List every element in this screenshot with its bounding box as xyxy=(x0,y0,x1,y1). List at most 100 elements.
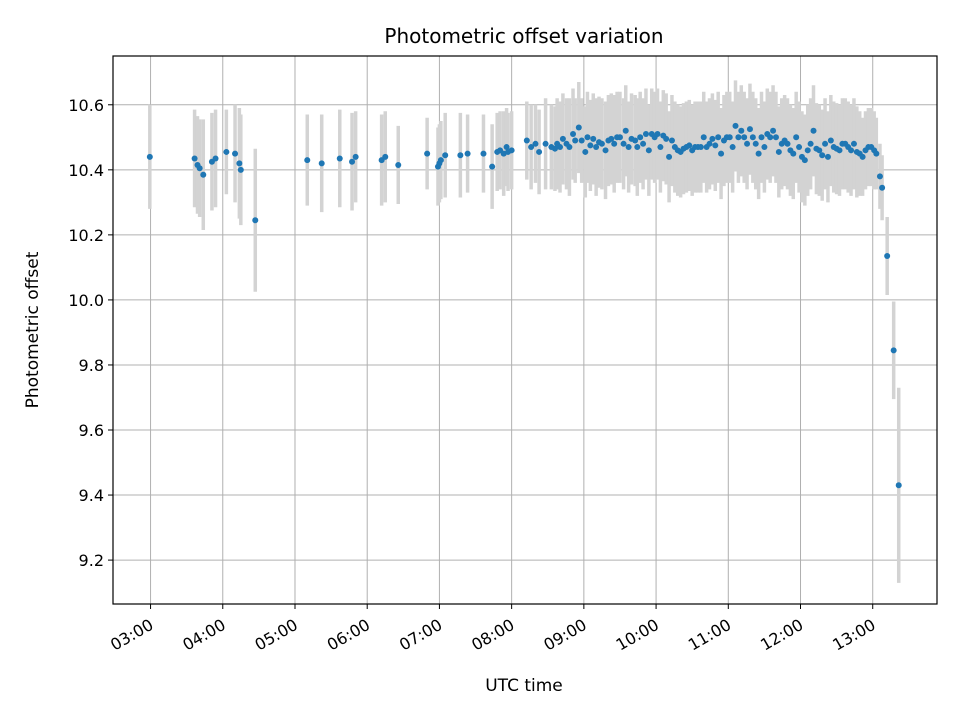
data-point xyxy=(598,140,605,147)
data-point xyxy=(824,153,831,160)
y-axis-ticks: 9.2 9.4 9.6 9.8 10.0 10.2 10.4 10.6 xyxy=(68,96,113,570)
data-point xyxy=(349,158,356,165)
data-point xyxy=(523,137,530,144)
data-point xyxy=(489,163,496,170)
data-point xyxy=(755,150,762,157)
data-point xyxy=(645,147,652,154)
data-point xyxy=(848,147,855,154)
data-point xyxy=(712,142,719,149)
data-point xyxy=(572,137,579,144)
data-points xyxy=(146,122,902,489)
x-tick-label: 12:00 xyxy=(757,615,806,655)
x-axis-label: UTC time xyxy=(485,676,563,696)
data-point xyxy=(584,134,591,141)
data-point xyxy=(570,131,577,138)
data-point xyxy=(850,140,857,147)
data-point xyxy=(212,155,219,162)
x-tick-label: 05:00 xyxy=(252,615,301,655)
data-point xyxy=(559,135,566,142)
data-point xyxy=(582,148,589,155)
data-point xyxy=(437,157,444,164)
data-point xyxy=(827,137,834,144)
data-point xyxy=(566,144,573,151)
data-point xyxy=(632,137,639,144)
data-point xyxy=(744,140,751,147)
data-point xyxy=(442,152,449,159)
data-point xyxy=(654,131,661,138)
data-point xyxy=(622,127,629,134)
data-point xyxy=(752,140,759,147)
data-point xyxy=(775,148,782,155)
data-point xyxy=(424,150,431,157)
x-axis-ticks: 03:00 04:00 05:00 06:00 07:00 08:00 09:00 10:00… xyxy=(107,604,879,655)
data-point xyxy=(668,137,675,144)
data-point xyxy=(767,134,774,141)
data-point xyxy=(575,124,582,131)
data-point xyxy=(666,153,673,160)
data-point xyxy=(191,155,198,162)
y-tick-label: 9.4 xyxy=(79,486,104,505)
y-tick-label: 10.2 xyxy=(68,226,104,245)
data-point xyxy=(663,135,670,142)
data-point xyxy=(336,155,343,162)
data-point xyxy=(884,253,891,260)
y-tick-label: 9.6 xyxy=(79,421,104,440)
data-point xyxy=(542,140,549,147)
x-tick-label: 07:00 xyxy=(396,615,445,655)
data-point xyxy=(726,134,733,141)
data-point xyxy=(890,347,897,354)
data-point xyxy=(508,147,515,154)
data-point xyxy=(200,171,207,178)
data-point xyxy=(709,135,716,142)
data-point xyxy=(859,153,866,160)
data-point xyxy=(637,134,644,141)
data-point xyxy=(551,145,558,152)
y-tick-label: 10.6 xyxy=(68,96,104,115)
data-point xyxy=(749,134,756,141)
data-point xyxy=(395,161,402,168)
data-point xyxy=(738,127,745,134)
data-point xyxy=(790,150,797,157)
data-point xyxy=(804,147,811,154)
data-point xyxy=(536,148,543,155)
x-tick-label: 10:00 xyxy=(613,615,662,655)
data-point xyxy=(382,153,389,160)
data-point xyxy=(528,144,535,151)
data-point xyxy=(593,144,600,151)
x-tick-label: 03:00 xyxy=(107,615,156,655)
data-point xyxy=(611,140,618,147)
data-point xyxy=(700,134,707,141)
data-point xyxy=(715,134,722,141)
data-point xyxy=(758,134,765,141)
data-point xyxy=(304,157,311,164)
data-point xyxy=(146,153,153,160)
data-point xyxy=(686,142,693,149)
data-point xyxy=(735,134,742,141)
data-point xyxy=(578,137,585,144)
data-point xyxy=(602,147,609,154)
data-point xyxy=(807,140,814,147)
error-bars xyxy=(148,80,901,583)
chart-title: Photometric offset variation xyxy=(384,24,663,48)
data-point xyxy=(457,152,464,159)
data-point xyxy=(642,131,649,138)
data-point xyxy=(836,147,843,154)
data-point xyxy=(761,144,768,151)
data-point xyxy=(464,150,471,157)
y-tick-label: 9.8 xyxy=(79,356,104,375)
x-tick-label: 09:00 xyxy=(540,615,589,655)
x-tick-label: 11:00 xyxy=(685,615,734,655)
data-point xyxy=(223,148,230,155)
y-tick-label: 10.4 xyxy=(68,161,104,180)
data-point xyxy=(196,165,203,172)
y-tick-label: 9.2 xyxy=(79,551,104,570)
data-point xyxy=(236,160,243,167)
data-point xyxy=(895,482,902,489)
y-axis-label: Photometric offset xyxy=(23,251,43,408)
data-point xyxy=(873,150,880,157)
x-tick-label: 13:00 xyxy=(829,615,878,655)
data-point xyxy=(746,126,753,133)
data-point xyxy=(816,147,823,154)
data-point xyxy=(784,140,791,147)
x-tick-label: 04:00 xyxy=(179,615,228,655)
